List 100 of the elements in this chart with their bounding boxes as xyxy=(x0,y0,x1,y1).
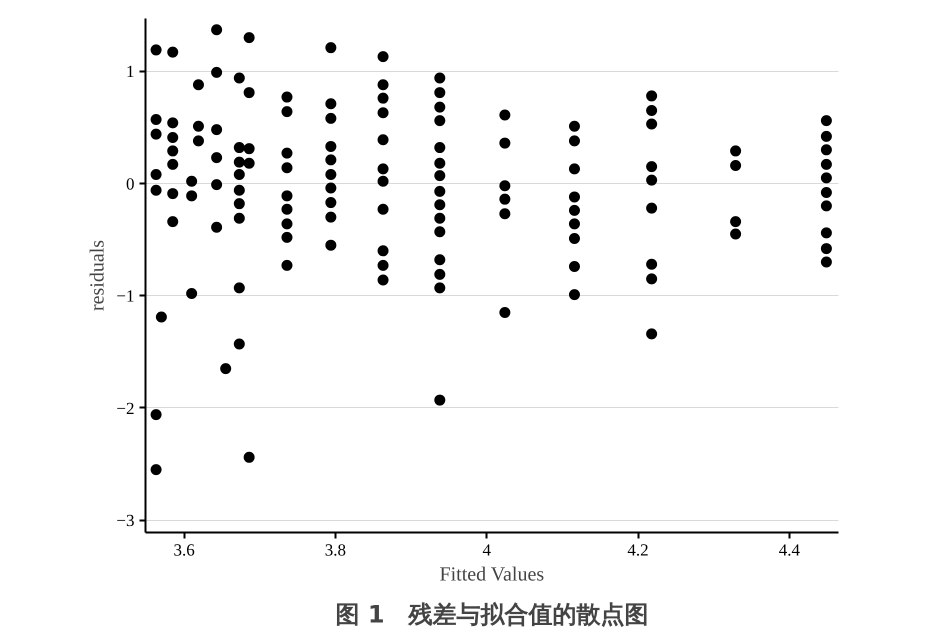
point xyxy=(378,79,389,90)
point xyxy=(211,24,222,36)
point xyxy=(325,182,336,194)
point xyxy=(820,115,832,126)
point xyxy=(646,118,658,130)
point xyxy=(325,42,336,54)
point xyxy=(186,190,198,202)
point xyxy=(167,145,178,156)
point xyxy=(499,208,510,220)
point xyxy=(211,222,222,233)
point xyxy=(211,66,222,78)
point xyxy=(646,273,658,284)
point xyxy=(378,92,389,104)
point xyxy=(325,240,336,251)
y-tick-label: −1 xyxy=(116,286,135,306)
point xyxy=(244,158,255,169)
point xyxy=(150,184,162,196)
point xyxy=(192,79,204,90)
x-tick-label: 3.6 xyxy=(173,540,195,560)
point xyxy=(192,120,204,132)
point xyxy=(234,198,245,210)
point xyxy=(646,174,658,186)
point xyxy=(434,199,446,210)
point xyxy=(730,160,742,172)
point xyxy=(378,245,389,256)
point xyxy=(568,135,580,146)
point xyxy=(568,163,580,174)
point xyxy=(234,156,245,168)
point xyxy=(186,288,198,299)
point xyxy=(234,72,245,84)
point xyxy=(820,172,832,184)
point xyxy=(378,274,389,286)
point xyxy=(434,142,446,154)
point xyxy=(434,158,446,169)
point xyxy=(434,170,446,182)
x-axis-title: Fitted Values xyxy=(440,564,544,586)
point xyxy=(281,218,292,230)
point xyxy=(281,204,292,215)
point xyxy=(378,176,389,187)
point xyxy=(220,363,232,374)
point xyxy=(325,197,336,208)
point xyxy=(434,102,446,113)
point xyxy=(568,120,580,132)
point xyxy=(234,212,245,224)
point xyxy=(820,243,832,254)
point xyxy=(234,282,245,294)
point xyxy=(568,191,580,202)
point xyxy=(378,107,389,118)
point xyxy=(150,464,162,476)
point xyxy=(730,145,742,156)
point xyxy=(820,200,832,212)
y-tick-label: 0 xyxy=(126,174,134,194)
point xyxy=(434,87,446,98)
y-tick-label: 1 xyxy=(126,62,134,82)
point xyxy=(244,32,255,44)
point xyxy=(244,452,255,463)
point xyxy=(192,135,204,146)
point xyxy=(820,130,832,142)
point xyxy=(568,261,580,272)
point xyxy=(211,152,222,164)
y-axis-title: residuals xyxy=(86,240,108,312)
point xyxy=(568,218,580,230)
point xyxy=(499,307,510,318)
point xyxy=(244,87,255,98)
point xyxy=(281,190,292,202)
point xyxy=(325,98,336,110)
point xyxy=(325,169,336,180)
x-tick-label: 4.2 xyxy=(627,540,649,560)
point xyxy=(325,212,336,223)
point xyxy=(211,124,222,136)
y-tick-label: −3 xyxy=(116,511,135,530)
point xyxy=(568,289,580,300)
point xyxy=(820,227,832,238)
point xyxy=(281,106,292,118)
point xyxy=(820,158,832,170)
point xyxy=(378,51,389,62)
point xyxy=(434,282,446,294)
point xyxy=(820,256,832,268)
point xyxy=(167,188,178,200)
point xyxy=(167,216,178,228)
point xyxy=(150,114,162,125)
x-tick-label: 4.4 xyxy=(778,540,800,560)
point xyxy=(646,202,658,214)
point xyxy=(434,212,446,224)
point xyxy=(499,138,510,149)
point xyxy=(150,409,162,420)
point xyxy=(325,112,336,124)
text: 图 1 残差与拟合值的散点图 xyxy=(335,600,649,628)
y-tick-label: −2 xyxy=(116,398,135,418)
point xyxy=(568,232,580,244)
point xyxy=(281,232,292,243)
point xyxy=(186,176,198,187)
point xyxy=(234,338,245,350)
point xyxy=(434,186,446,197)
point xyxy=(150,44,162,56)
point xyxy=(434,226,446,238)
point xyxy=(499,194,510,205)
point xyxy=(646,105,658,116)
point xyxy=(325,140,336,152)
point xyxy=(167,132,178,143)
